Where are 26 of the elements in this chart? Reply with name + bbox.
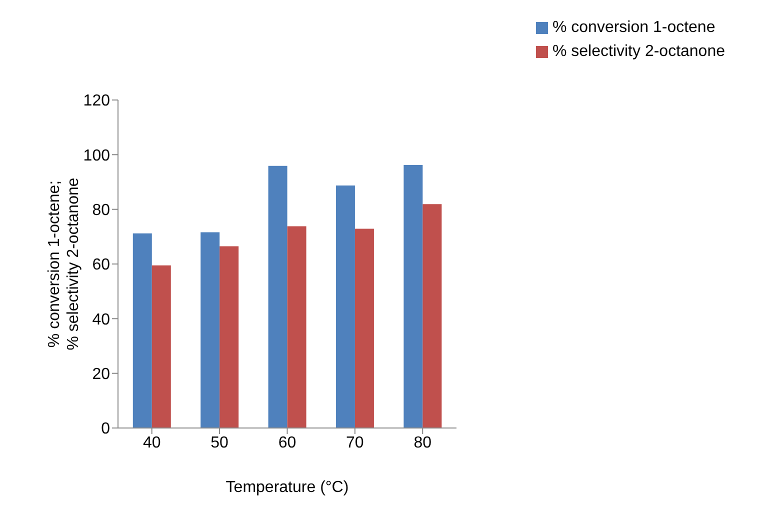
legend-label: % selectivity 2-octanone — [552, 43, 725, 60]
bar — [132, 233, 152, 428]
x-tick-label: 40 — [142, 434, 161, 452]
x-tick-label: 70 — [346, 434, 364, 452]
bar — [152, 265, 171, 428]
bar — [404, 165, 423, 428]
bar — [287, 226, 306, 428]
bar — [268, 166, 288, 428]
bar — [354, 228, 374, 428]
y-tick-label: 40 — [92, 311, 110, 328]
x-axis-title: Temperature (°C) — [226, 479, 349, 496]
y-tick-label: 20 — [92, 366, 110, 384]
legend-label: % conversion 1-octene — [552, 19, 716, 36]
y-tick-label: 120 — [83, 92, 110, 110]
y-tick-label: 80 — [92, 202, 110, 220]
bar — [422, 204, 442, 428]
y-tick-label: 100 — [83, 147, 110, 164]
x-tick-label: 50 — [210, 434, 229, 452]
y-axis-title: % conversion 1-octene; % selectivity 2-octanone — [46, 178, 82, 350]
x-tick-label: 80 — [414, 434, 432, 452]
bar — [336, 186, 355, 428]
x-tick-label: 60 — [278, 434, 296, 452]
y-tick-label: 60 — [92, 256, 110, 274]
y-tick-label: 0 — [101, 420, 110, 438]
bar — [220, 246, 239, 428]
bar — [200, 232, 220, 428]
